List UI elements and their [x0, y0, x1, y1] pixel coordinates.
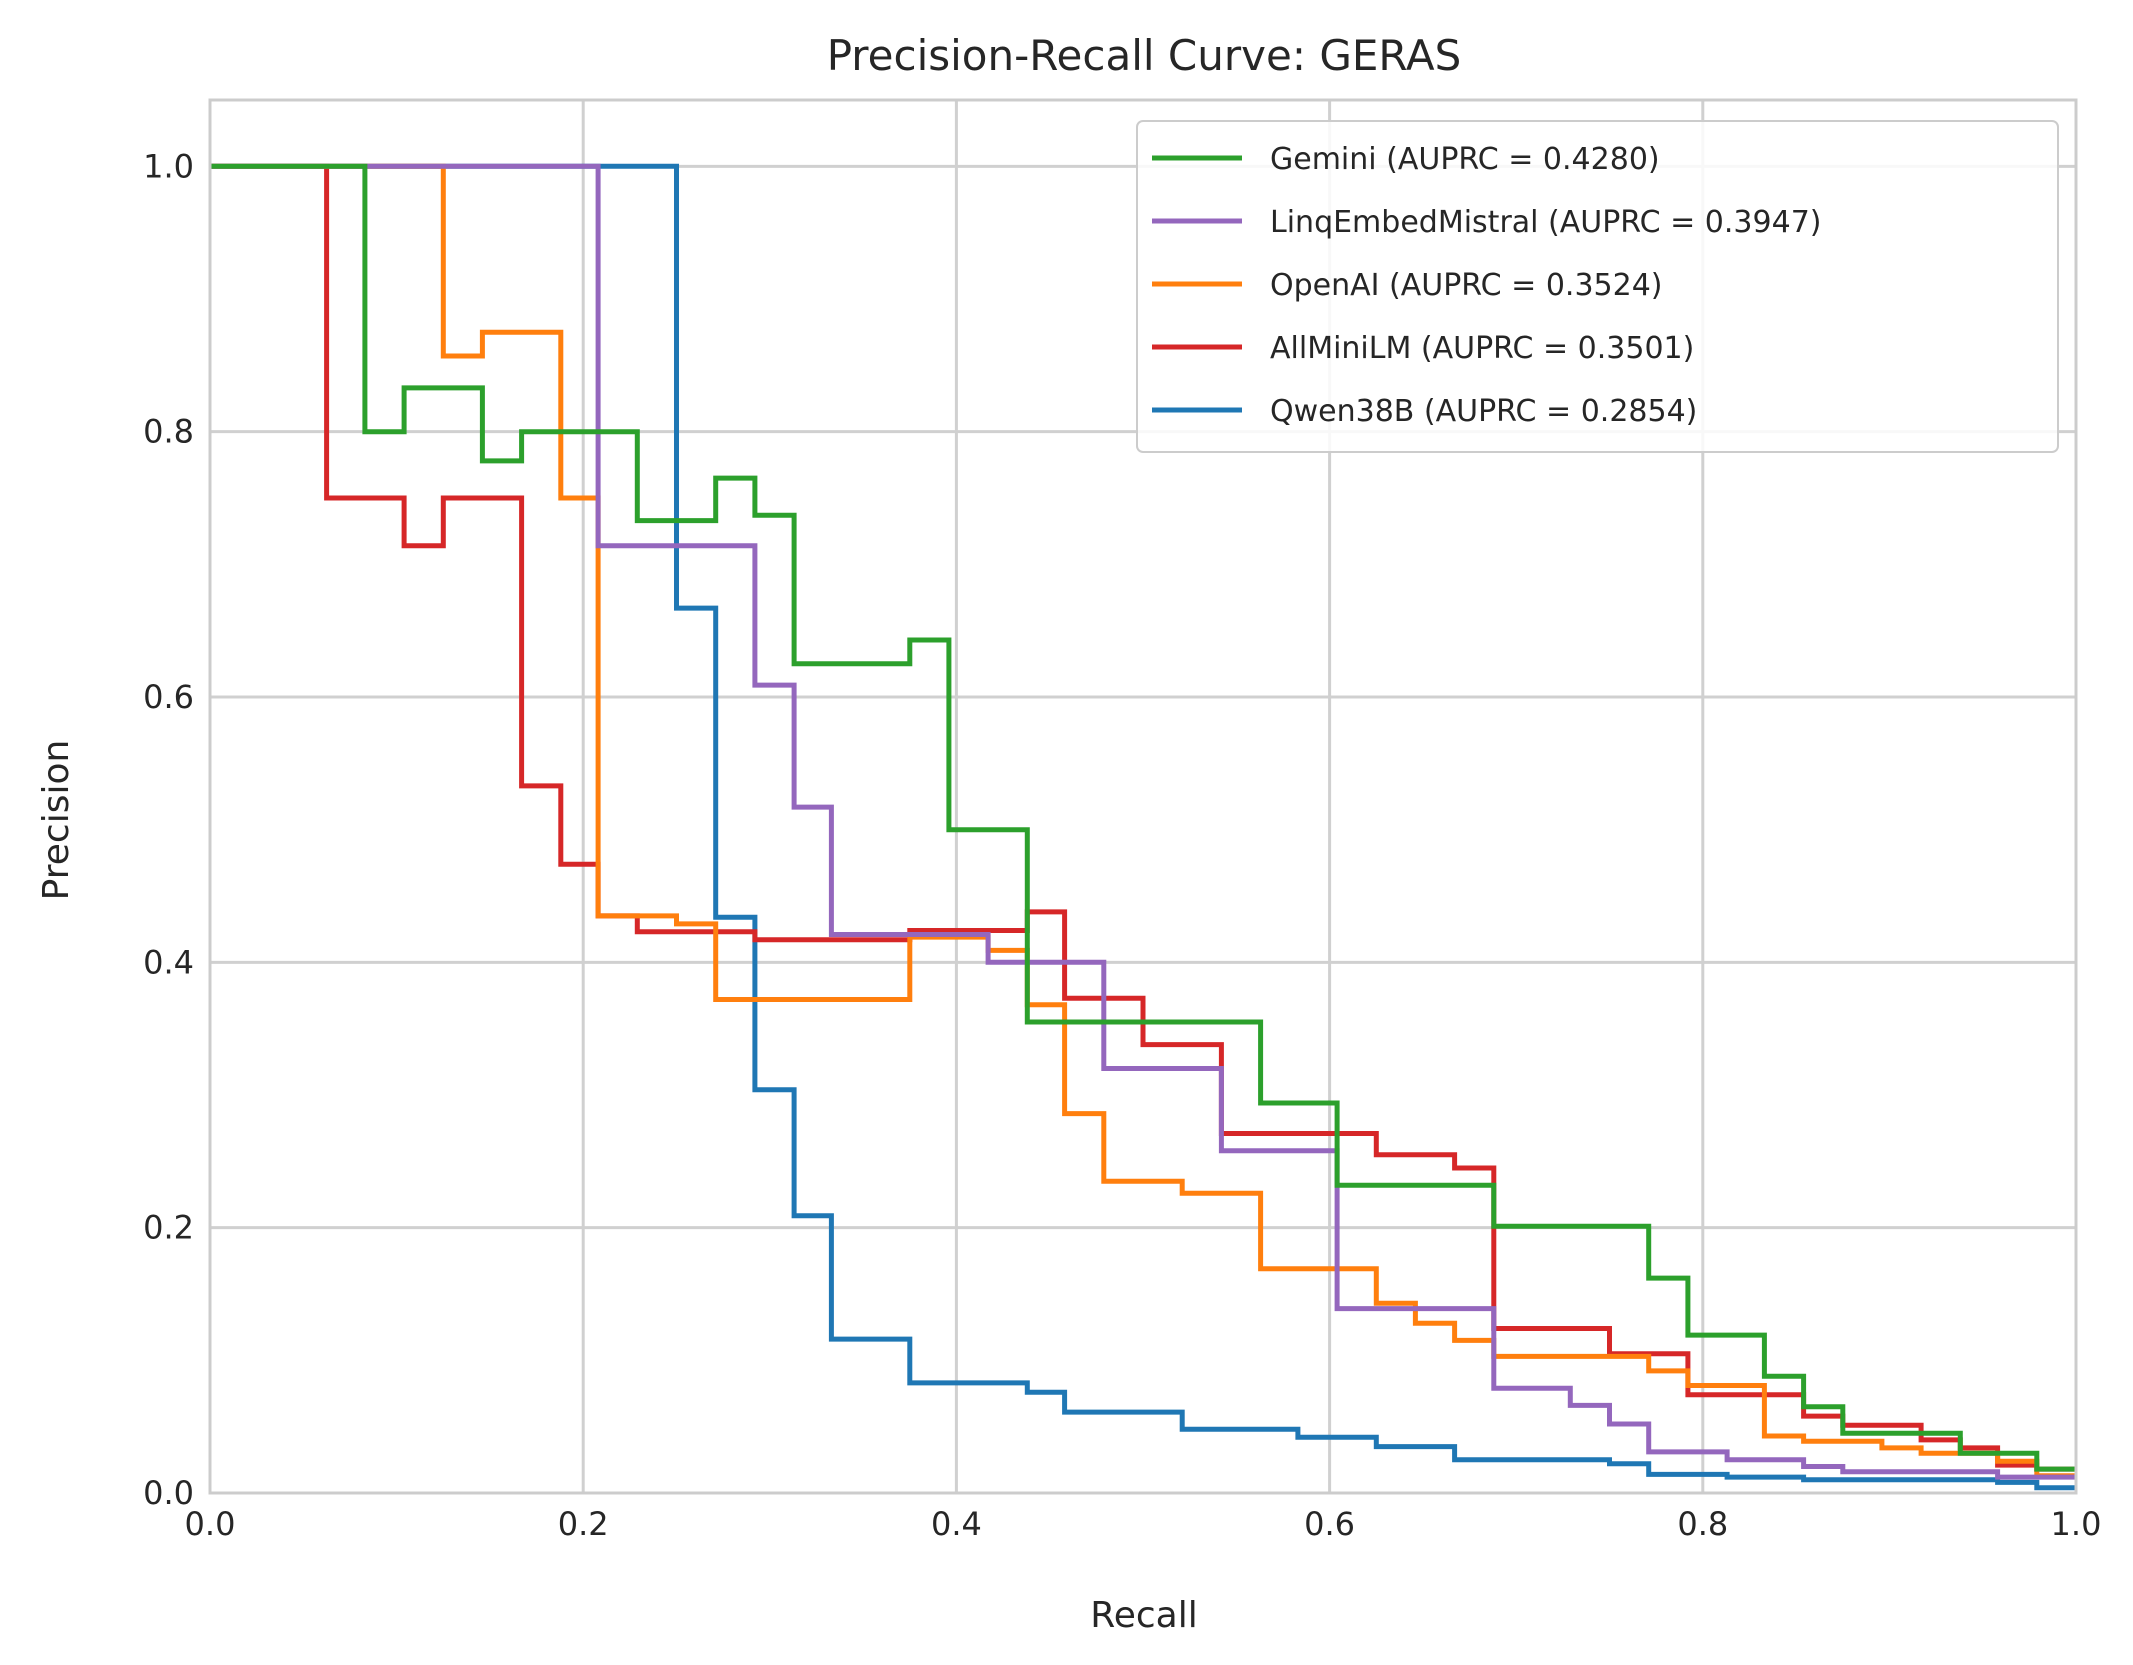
y-tick-label: 0.0	[143, 1474, 194, 1512]
x-tick-label: 1.0	[2051, 1505, 2102, 1543]
x-tick-label: 0.8	[1677, 1505, 1728, 1543]
legend-label: Gemini (AUPRC = 0.4280)	[1270, 142, 1660, 177]
y-tick-label: 1.0	[143, 147, 194, 185]
x-tick-label: 0.4	[931, 1505, 982, 1543]
x-tick-label: 0.6	[1304, 1505, 1355, 1543]
y-tick-label: 0.4	[143, 943, 194, 981]
x-tick-label: 0.0	[185, 1505, 236, 1543]
legend-label: Qwen38B (AUPRC = 0.2854)	[1270, 394, 1697, 429]
y-tick-label: 0.2	[143, 1209, 194, 1247]
x-axis-label: Recall	[1090, 1595, 1197, 1636]
legend-box	[1136, 120, 2059, 453]
legend-label: LinqEmbedMistral (AUPRC = 0.3947)	[1270, 205, 1821, 240]
series-line-2	[210, 163, 2076, 1479]
plot-frame	[208, 98, 2078, 1495]
legend-label: OpenAI (AUPRC = 0.3524)	[1270, 268, 1663, 303]
legend-label: AllMiniLM (AUPRC = 0.3501)	[1270, 331, 1694, 366]
y-tick-label: 0.8	[143, 413, 194, 451]
series-line-4	[210, 163, 2076, 1491]
x-tick-labels: 0.0 0.2 0.4 0.6 0.8 1.0	[185, 1505, 2102, 1543]
series-line-0	[210, 163, 2076, 1472]
x-tick-label: 0.2	[558, 1505, 609, 1543]
y-axis-label: Precision	[36, 740, 77, 901]
series-lines	[210, 163, 2076, 1491]
chart-title: Precision-Recall Curve: GERAS	[827, 31, 1462, 80]
legend: Gemini (AUPRC = 0.4280) LinqEmbedMistral …	[1136, 120, 2059, 453]
series-line-3	[210, 163, 2076, 1472]
y-tick-label: 0.6	[143, 678, 194, 716]
series-line-1	[210, 163, 2076, 1480]
y-tick-labels: 0.0 0.2 0.4 0.6 0.8 1.0	[143, 147, 194, 1512]
